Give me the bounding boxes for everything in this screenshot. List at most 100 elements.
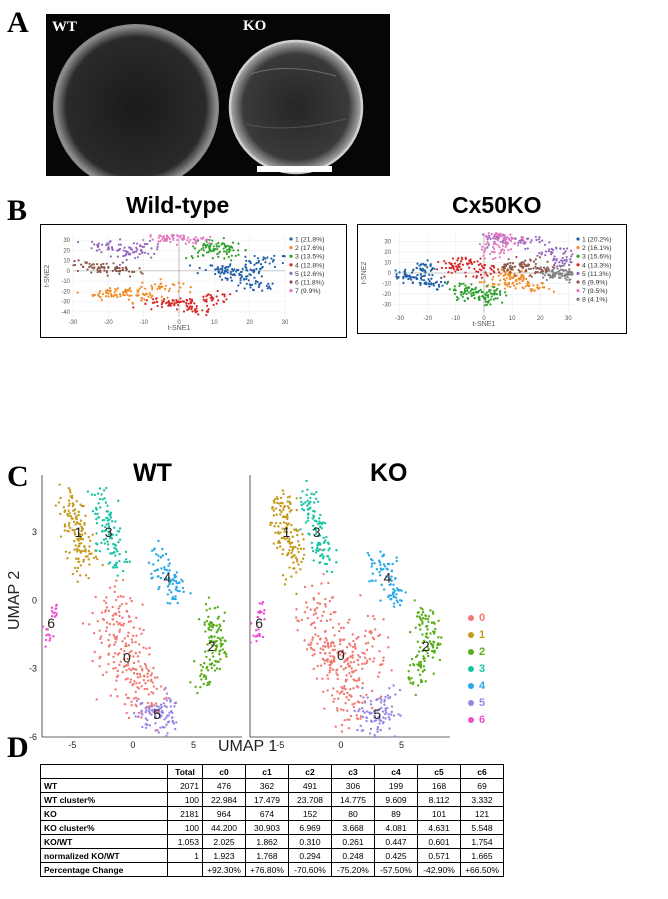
umap-point: [332, 658, 336, 662]
umap-point: [316, 664, 319, 668]
umap-point: [116, 530, 120, 533]
table-row: KO 2181 964 674 152 80 89 101 121: [40, 806, 504, 821]
tsne-point: [489, 272, 492, 276]
tsne-point: [488, 288, 491, 292]
tsne-y-tick: 30: [63, 238, 70, 244]
tsne-point: [475, 270, 478, 273]
tsne-point: [140, 296, 143, 300]
tsne-point: [89, 264, 92, 267]
umap-point: [217, 627, 221, 630]
tsne-point: [223, 257, 226, 260]
tsne-y-tick: 10: [63, 259, 70, 265]
umap-point: [342, 668, 345, 671]
umap-point: [279, 496, 283, 500]
tsne-point: [537, 238, 540, 241]
tsne-point: [484, 298, 487, 301]
umap-point: [171, 578, 174, 581]
tsne-point: [505, 238, 508, 241]
umap-point: [98, 629, 101, 632]
umap-point: [431, 610, 435, 614]
tsne-point: [501, 239, 505, 243]
tsne-point: [444, 262, 447, 265]
tsne-point: [112, 295, 115, 298]
umap-legend-label: 1: [479, 629, 486, 641]
umap-point: [149, 679, 153, 683]
umap-point: [225, 655, 228, 658]
umap-point: [311, 654, 314, 657]
tsne-point: [542, 266, 546, 269]
umap-point: [330, 661, 333, 665]
tsne-point: [239, 278, 242, 282]
umap-point: [315, 490, 318, 494]
umap-point: [377, 715, 380, 719]
umap-point: [276, 497, 279, 501]
umap-point: [79, 574, 82, 577]
tsne-point: [489, 292, 492, 295]
tsne-point: [107, 243, 110, 246]
umap-point: [371, 572, 375, 575]
umap-point: [105, 516, 108, 520]
tsne-point: [189, 302, 193, 305]
tsne-point: [495, 289, 498, 292]
umap-point: [263, 618, 266, 621]
umap-point: [117, 540, 120, 544]
tsne-point: [435, 288, 438, 291]
umap-point: [174, 595, 177, 598]
tsne-point: [167, 235, 170, 239]
tsne-point: [150, 284, 153, 287]
tsne-point: [147, 295, 150, 298]
tsne-point: [524, 259, 527, 262]
umap-point: [252, 634, 255, 637]
umap-point: [392, 591, 396, 595]
tsne-point: [487, 232, 490, 235]
umap-point: [316, 616, 319, 620]
tsne-point: [205, 300, 208, 303]
tsne-point: [480, 248, 483, 251]
umap-point: [153, 704, 156, 707]
tsne-point: [148, 239, 152, 243]
umap-point: [73, 528, 76, 532]
umap-point: [315, 548, 318, 552]
tsne-point: [258, 268, 262, 271]
umap-point: [94, 555, 98, 559]
tsne-point: [245, 268, 248, 272]
umap-point: [175, 571, 179, 574]
umap-point: [313, 519, 317, 522]
umap-point: [63, 529, 66, 532]
tsne-point: [465, 262, 469, 265]
umap-point: [378, 570, 381, 574]
umap-cluster-label: 2: [422, 638, 430, 654]
tsne-point: [558, 261, 561, 264]
tsne-point: [160, 295, 163, 298]
umap-point: [68, 489, 72, 492]
umap-point: [426, 628, 429, 631]
tsne-x-tick: -20: [423, 316, 432, 322]
tsne-point: [185, 299, 189, 302]
table-cell: 1.053: [167, 834, 203, 849]
umap-point: [318, 561, 321, 564]
umap-point: [142, 628, 145, 632]
umap-cluster-label: 0: [337, 647, 345, 663]
umap-point: [313, 652, 316, 656]
tsne-point: [422, 279, 426, 282]
tsne-point: [249, 268, 252, 271]
panel-a-letter: A: [7, 6, 29, 39]
umap-point: [206, 643, 209, 646]
tsne-point: [222, 236, 225, 240]
umap-point: [54, 614, 58, 617]
umap-point: [101, 524, 104, 527]
tsne-point: [218, 275, 222, 278]
umap-point: [324, 636, 328, 640]
umap-point: [379, 567, 383, 570]
tsne-legend-label: 4 (12.8%): [295, 262, 324, 269]
tsne-point: [419, 273, 422, 276]
tsne-point: [460, 268, 463, 271]
tsne-point: [150, 308, 153, 311]
umap-point: [82, 560, 85, 563]
tsne-point: [160, 303, 163, 306]
tsne-legend-label: 6 (9.9%): [582, 280, 608, 287]
umap-point: [288, 549, 291, 552]
umap-point: [371, 645, 374, 648]
umap-point: [119, 647, 123, 651]
umap-point: [351, 650, 354, 654]
